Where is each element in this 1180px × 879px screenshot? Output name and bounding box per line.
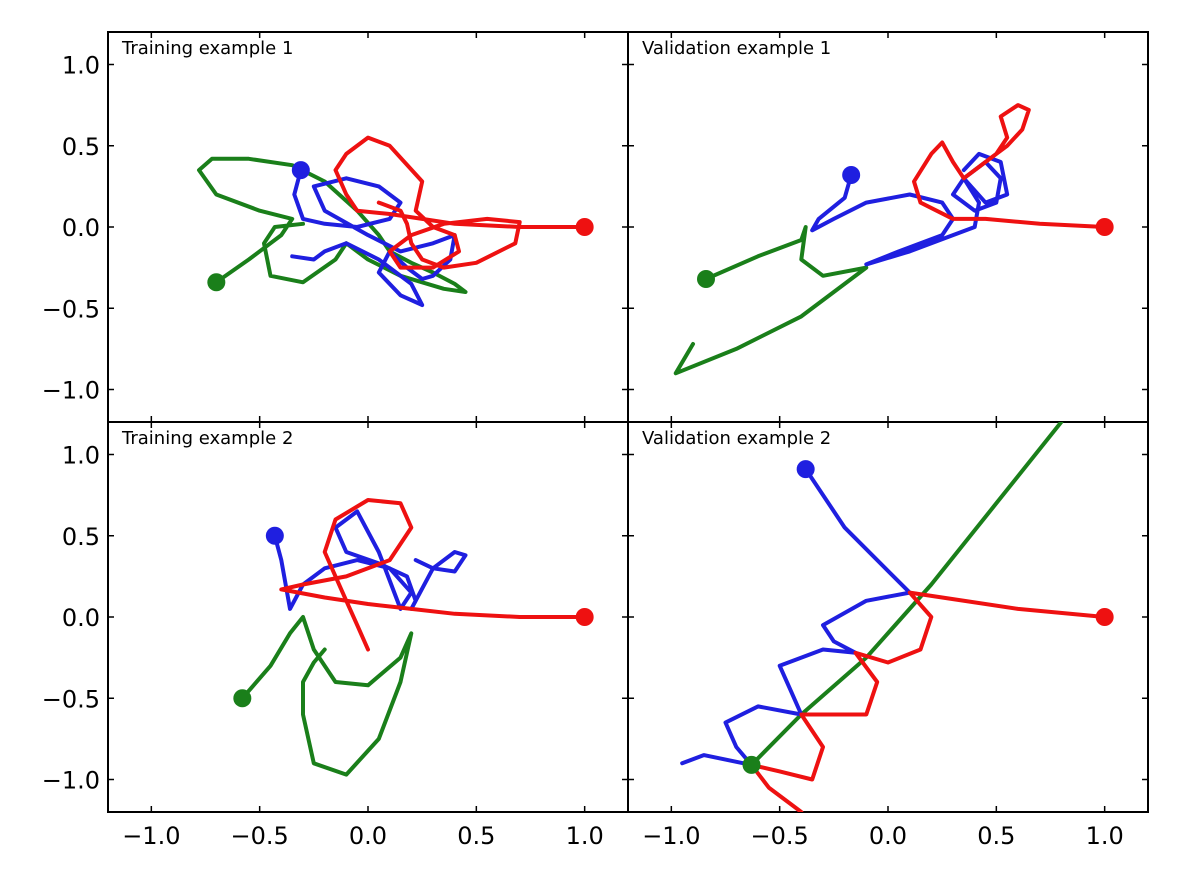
series-group: [197, 135, 594, 307]
series-group: [673, 103, 1114, 376]
red-start-point: [575, 218, 594, 236]
x-tick-label: 1.0: [566, 822, 604, 850]
red-trajectory: [912, 103, 1107, 229]
green-trajectory: [197, 156, 468, 294]
panel-validation-example-2: −1.0 −0.5 0.0 0.5 1.0 Validation example 2: [627, 421, 1149, 850]
axes-frame: [627, 421, 1149, 813]
y-tick-label: 0.0: [62, 604, 100, 632]
y-tick-label: 1.0: [62, 442, 100, 470]
green-start-point: [697, 270, 715, 288]
panel-training-example-2: 1.0 0.5 0.0 −0.5 −1.0 −1.0 −0.5 0.0 0.5 1.0 Traini…: [42, 421, 629, 850]
blue-trajectory: [680, 467, 912, 767]
series-group: [233, 498, 594, 777]
red-trajectory: [279, 498, 587, 652]
blue-trajectory: [272, 509, 468, 611]
green-start-point: [742, 755, 761, 774]
panel-title: Training example 1: [121, 38, 293, 59]
x-tick-label: −1.0: [122, 822, 180, 850]
blue-trajectory: [810, 151, 1010, 267]
panel-training-example-1: 1.0 0.5 0.0 −0.5 −1.0 Training example 1: [42, 31, 629, 423]
green-trajectory: [240, 615, 414, 777]
blue-start-point: [265, 526, 284, 545]
x-tick-label: −0.5: [751, 822, 809, 850]
panel-title: Validation example 1: [642, 38, 831, 59]
green-trajectory: [749, 422, 1064, 767]
x-tick-label: −1.0: [642, 822, 700, 850]
panel-validation-example-1: Validation example 1: [627, 31, 1149, 423]
y-tick-label: 1.0: [62, 52, 100, 80]
x-tick-label: 0.0: [349, 822, 387, 850]
y-tick-label: 0.5: [62, 133, 100, 161]
y-tick-label: −0.5: [42, 295, 100, 323]
y-tick-label: −0.5: [42, 685, 100, 713]
red-start-point: [575, 608, 594, 626]
y-tick-label: 0.0: [62, 214, 100, 242]
blue-start-point: [291, 161, 310, 180]
blue-start-point: [842, 166, 861, 184]
x-tick-label: 0.0: [869, 822, 907, 850]
panel-title: Validation example 2: [642, 428, 831, 449]
red-start-point: [1095, 218, 1114, 236]
y-tick-label: 0.5: [62, 523, 100, 551]
blue-start-point: [796, 460, 815, 479]
green-start-point: [207, 273, 226, 292]
red-start-point: [1095, 608, 1114, 626]
panel-title: Training example 2: [121, 428, 293, 449]
green-start-point: [233, 689, 252, 708]
x-tick-label: −0.5: [231, 822, 289, 850]
x-tick-label: 0.5: [457, 822, 495, 850]
red-trajectory: [333, 135, 587, 270]
y-tick-label: −1.0: [42, 767, 100, 795]
x-tick-label: 1.0: [1086, 822, 1124, 850]
x-tick-label: 0.5: [977, 822, 1015, 850]
series-group: [680, 422, 1114, 812]
y-tick-label: −1.0: [42, 377, 100, 405]
green-trajectory: [673, 225, 869, 376]
